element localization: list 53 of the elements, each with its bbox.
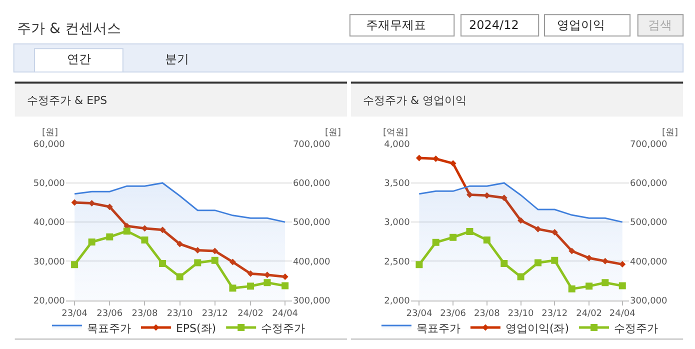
legend-label: EPS(좌)	[176, 322, 216, 335]
chart-title: 수정주가 & EPS	[27, 94, 108, 107]
y2-tick-label: 400,000	[630, 257, 668, 268]
x-tick-label: 23/04	[62, 309, 88, 320]
y-tick-label: 3,000	[384, 218, 410, 228]
text: 분기	[165, 52, 189, 66]
y2-axis-title: [원]	[662, 128, 678, 138]
x-tick-label: 23/08	[132, 309, 158, 320]
y-tick-label: 40,000	[33, 218, 66, 228]
legend-label: 영업이익(좌)	[505, 322, 570, 335]
y2-tick-label: 400,000	[292, 257, 330, 268]
x-tick-label: 23/06	[440, 309, 466, 320]
text: 주재무제표	[366, 18, 426, 32]
legend-label: 목표주가	[416, 322, 460, 335]
legend-label: 수정주가	[614, 322, 658, 335]
y2-tick-label: 300,000	[630, 296, 668, 306]
y-tick-label: 2,500	[384, 257, 410, 268]
x-tick-label: 24/02	[576, 309, 602, 320]
x-tick-label: 24/04	[272, 309, 298, 320]
x-tick-label: 23/12	[202, 309, 228, 320]
y-tick-label: 30,000	[33, 257, 66, 268]
text: 검색	[648, 18, 672, 32]
y-tick-label: 50,000	[33, 179, 66, 190]
y2-tick-label: 700,000	[292, 140, 330, 150]
legend-label: 수정주가	[261, 322, 306, 335]
x-tick-label: 23/10	[508, 309, 534, 320]
y-tick-label: 20,000	[33, 296, 66, 306]
y2-tick-label: 500,000	[630, 218, 668, 228]
x-tick-label: 24/02	[238, 309, 264, 320]
x-tick-label: 24/04	[609, 309, 636, 320]
y2-tick-label: 600,000	[292, 179, 330, 190]
text: 2024/12	[469, 18, 519, 32]
y2-tick-label: 700,000	[630, 140, 668, 150]
text: 연간	[67, 52, 91, 66]
x-tick-label: 23/08	[474, 309, 500, 320]
y-tick-label: 3,500	[384, 179, 410, 190]
text: 주가 & 컨센서스	[17, 21, 121, 37]
y-tick-label: 2,000	[384, 296, 410, 306]
legend-label: 목표주가	[86, 322, 131, 335]
x-tick-label: 23/12	[542, 309, 568, 320]
y-axis-title: [원]	[42, 128, 58, 138]
y-tick-label: 60,000	[33, 140, 66, 150]
x-tick-label: 23/04	[406, 309, 432, 320]
y2-axis-title: [원]	[325, 128, 342, 138]
y2-tick-label: 300,000	[292, 296, 330, 306]
y-axis-title: [억원]	[383, 128, 408, 138]
x-tick-label: 23/06	[96, 309, 123, 320]
y-tick-label: 4,000	[384, 140, 410, 150]
text: 영업이익	[557, 18, 605, 32]
x-tick-label: 23/10	[166, 309, 194, 320]
y2-tick-label: 500,000	[292, 218, 330, 228]
chart-title: 수정주가 & 영업이익	[363, 94, 467, 107]
y2-tick-label: 600,000	[630, 179, 668, 190]
